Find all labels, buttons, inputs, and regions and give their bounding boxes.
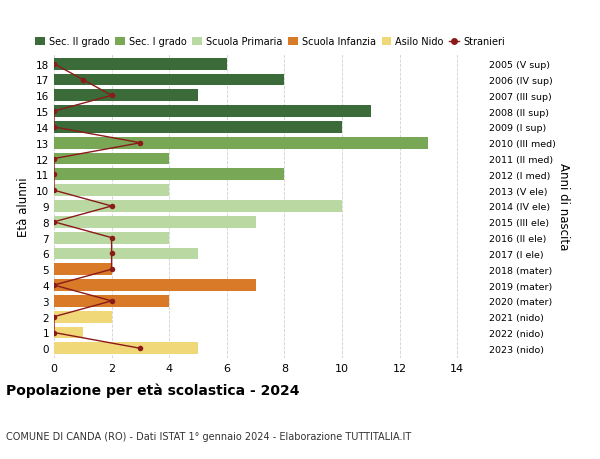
Bar: [54, 327, 83, 339]
Bar: [54, 342, 198, 354]
Bar: [54, 90, 198, 102]
Bar: [54, 248, 198, 260]
Bar: [54, 280, 256, 291]
Bar: [54, 138, 428, 149]
Bar: [54, 169, 284, 181]
Y-axis label: Anni di nascita: Anni di nascita: [557, 163, 569, 250]
Bar: [54, 232, 169, 244]
Bar: [54, 295, 169, 307]
Bar: [54, 106, 371, 118]
Bar: [54, 153, 169, 165]
Text: Popolazione per età scolastica - 2024: Popolazione per età scolastica - 2024: [6, 382, 299, 397]
Bar: [54, 264, 112, 275]
Bar: [54, 201, 342, 213]
Legend: Sec. II grado, Sec. I grado, Scuola Primaria, Scuola Infanzia, Asilo Nido, Stran: Sec. II grado, Sec. I grado, Scuola Prim…: [35, 37, 505, 47]
Bar: [54, 311, 112, 323]
Bar: [54, 122, 342, 134]
Bar: [54, 185, 169, 197]
Bar: [54, 59, 227, 71]
Text: COMUNE DI CANDA (RO) - Dati ISTAT 1° gennaio 2024 - Elaborazione TUTTITALIA.IT: COMUNE DI CANDA (RO) - Dati ISTAT 1° gen…: [6, 431, 411, 441]
Y-axis label: Età alunni: Età alunni: [17, 177, 31, 236]
Bar: [54, 74, 284, 86]
Bar: [54, 216, 256, 228]
